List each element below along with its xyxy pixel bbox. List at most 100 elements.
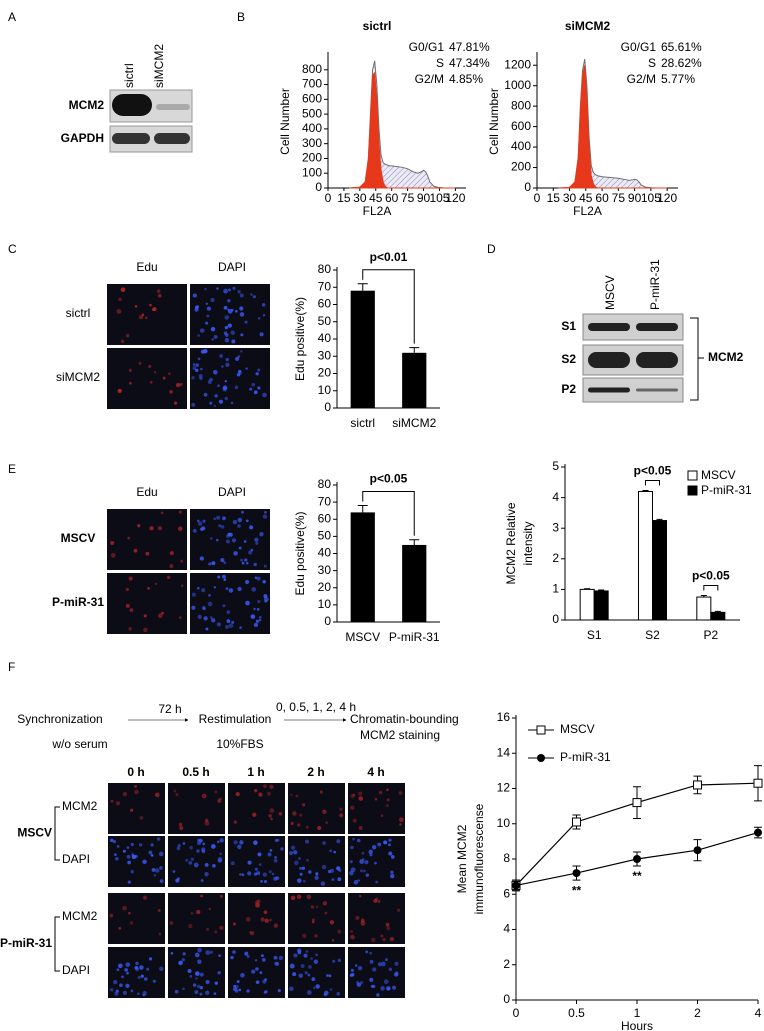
x-tick-label: 90 — [628, 191, 642, 205]
cell-dot — [317, 825, 322, 831]
y-axis-label: intensity — [521, 521, 535, 565]
cell-dot — [315, 953, 318, 957]
row-label: sictrl — [66, 306, 91, 320]
cell-dot — [319, 790, 323, 794]
cell-dot — [245, 916, 251, 922]
cell-dot — [170, 951, 174, 955]
cell-dot — [275, 961, 280, 966]
cell-dot — [115, 989, 119, 993]
cell-dot — [262, 514, 268, 519]
cell-dot — [215, 538, 219, 542]
cell-dot — [133, 548, 138, 553]
cell-dot — [227, 309, 233, 314]
cell-dot — [195, 971, 200, 976]
cell-dot — [116, 845, 120, 848]
cell-dot — [269, 918, 272, 922]
cell-dot — [363, 869, 366, 873]
x-tick-label: MSCV — [345, 630, 380, 644]
cell-dot — [322, 901, 328, 906]
cell-dot — [173, 401, 178, 405]
cell-dot — [182, 987, 185, 991]
cell-dot — [205, 950, 211, 955]
cell-dot — [201, 588, 206, 593]
cell-dot — [305, 839, 310, 844]
cell-dot — [311, 977, 316, 982]
cell-dot — [353, 880, 359, 885]
y-tick-label: 500 — [302, 106, 322, 120]
cell-dot — [187, 968, 192, 973]
cell-dot — [219, 354, 223, 358]
cell-dot — [173, 789, 177, 793]
cell-dot — [235, 791, 240, 797]
cell-dot — [255, 541, 259, 545]
cell-dot — [230, 401, 234, 405]
cell-dot — [237, 370, 243, 376]
x-tick-label: 75 — [401, 191, 415, 205]
cell-dot — [352, 818, 357, 823]
cell-dot — [371, 845, 377, 850]
cell-dot — [250, 548, 254, 552]
cell-dot — [134, 785, 137, 788]
y-tick-label: 4 — [552, 490, 559, 504]
cell-dot — [383, 979, 389, 985]
cell-dot — [232, 950, 236, 954]
x-tick-label: 120 — [445, 191, 465, 205]
cell-dot — [154, 792, 160, 798]
cell-dot — [337, 929, 342, 934]
cell-dot — [208, 562, 212, 566]
cell-dot — [252, 812, 257, 817]
cell-dot — [257, 368, 261, 372]
y-tick-label: 16 — [497, 710, 511, 724]
cell-dot — [240, 972, 245, 978]
cell-dot — [129, 608, 134, 612]
cell-dot — [239, 626, 242, 629]
cell-dot — [202, 519, 206, 523]
marker — [633, 855, 641, 863]
cell-dot — [302, 879, 306, 883]
micrograph — [108, 783, 165, 834]
cell-dot — [369, 959, 374, 964]
cell-dot — [218, 524, 222, 528]
cell-dot — [176, 846, 181, 851]
cell-dot — [308, 870, 312, 874]
cell-dot — [209, 401, 213, 405]
significance-label: p<0.05 — [634, 464, 672, 478]
cell-dot — [134, 966, 139, 970]
x-tick-label: 45 — [579, 191, 593, 205]
cell-dot — [378, 790, 383, 795]
cell-dot — [127, 536, 131, 540]
cell-dot — [210, 326, 216, 332]
error-bar — [409, 347, 420, 353]
cell-dot — [204, 818, 209, 823]
x-tick-label: 75 — [612, 191, 626, 205]
cell-dot — [115, 856, 119, 861]
cell-dot — [140, 974, 144, 978]
cell-dot — [202, 606, 206, 610]
cell-dot — [168, 372, 171, 375]
cell-dot — [158, 932, 162, 936]
y-tick-label: 1000 — [504, 78, 531, 92]
cell-dot — [360, 920, 366, 926]
cell-dot — [233, 820, 237, 824]
cell-dot — [205, 302, 209, 305]
cell-dot — [380, 814, 384, 818]
bar — [350, 290, 375, 408]
y-axis-label: MCM2 Relative — [504, 502, 518, 584]
cell-dot — [235, 984, 239, 989]
cell-dot — [314, 875, 319, 881]
cell-dot — [122, 990, 128, 995]
scheme-step: Restimulation — [199, 712, 272, 726]
micrograph — [107, 509, 187, 570]
row-label: S1 — [561, 319, 576, 333]
cell-dot — [175, 792, 179, 797]
cell-dot — [209, 616, 213, 619]
cell-dot — [246, 955, 250, 958]
cell-dot — [336, 839, 341, 844]
cell-dot — [301, 803, 306, 807]
y-tick-label: 400 — [511, 139, 531, 153]
cell-dot — [232, 286, 236, 290]
cell-dot — [387, 843, 391, 847]
cell-dot — [178, 616, 182, 619]
cell-dot — [204, 287, 207, 291]
cell-dot — [214, 394, 218, 398]
